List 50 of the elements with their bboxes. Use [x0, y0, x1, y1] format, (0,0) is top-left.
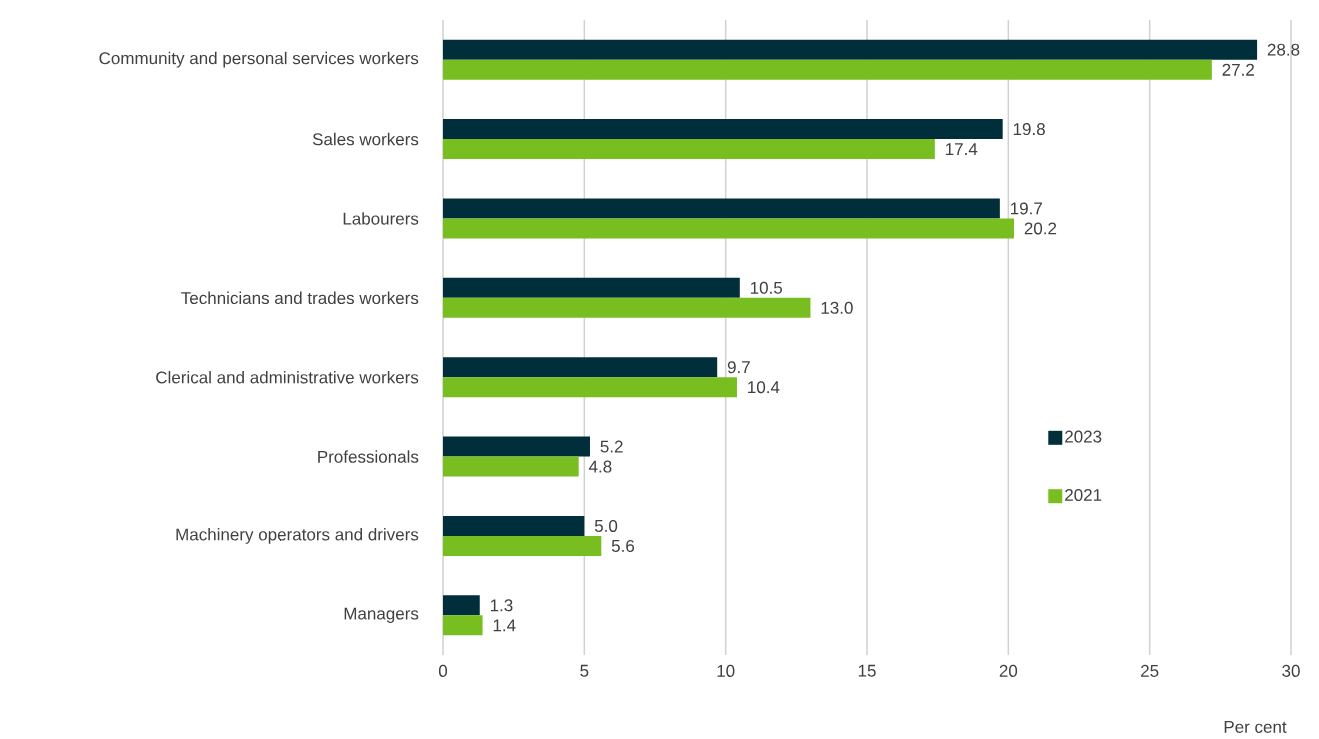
x-tick-label: 5 — [580, 665, 589, 677]
bar — [443, 377, 737, 398]
bar — [443, 615, 483, 636]
data-label: 13.0 — [821, 302, 853, 315]
x-tick-label: 20 — [999, 665, 1018, 678]
bar — [443, 218, 1014, 239]
y-tick-label: Managers — [344, 607, 419, 624]
bar — [443, 119, 1003, 140]
data-label: 20.2 — [1024, 222, 1057, 235]
data-label: 5.6 — [611, 540, 635, 553]
y-tick-label: Machinery operators and drivers — [176, 528, 419, 545]
data-label: 28.8 — [1267, 43, 1300, 56]
x-axis-title: Per cent — [1224, 721, 1287, 734]
data-label: 19.7 — [1011, 202, 1042, 215]
legend-label: 2021 — [1065, 489, 1102, 502]
bar — [443, 39, 1258, 60]
data-label: 5.0 — [594, 520, 618, 533]
bar — [443, 357, 718, 378]
x-tick-label: 10 — [717, 665, 735, 678]
y-tick-label: Labourers — [343, 212, 419, 225]
data-label: 19.8 — [1013, 123, 1045, 136]
data-label: 4.8 — [588, 460, 612, 473]
bar — [443, 516, 585, 537]
data-label: 1.3 — [490, 599, 513, 612]
data-label: 10.5 — [750, 282, 783, 295]
x-tick-label: 0 — [438, 665, 448, 678]
y-tick-label: Technicians and trades workers — [181, 291, 419, 305]
x-tick-label: 30 — [1282, 665, 1300, 678]
bar — [443, 59, 1212, 80]
data-label: 10.4 — [748, 381, 780, 394]
data-label: 17.4 — [946, 143, 978, 156]
x-tick-label: 25 — [1141, 665, 1159, 678]
bar — [443, 595, 480, 616]
bar — [443, 198, 1000, 219]
data-label: 27.2 — [1222, 63, 1254, 76]
y-tick-label: Professionals — [318, 450, 419, 464]
bar — [443, 298, 811, 319]
x-tick-label: 15 — [858, 665, 876, 677]
bar — [443, 536, 602, 557]
bar — [443, 278, 740, 299]
y-tick-label: Clerical and administrative workers — [156, 371, 419, 384]
bar — [443, 139, 935, 160]
data-label: 1.4 — [493, 619, 516, 632]
data-label: 9.7 — [727, 361, 750, 374]
bar — [443, 456, 579, 477]
data-label: 5.2 — [600, 440, 623, 453]
y-tick-label: Sales workers — [312, 133, 419, 146]
bar — [443, 436, 590, 457]
y-tick-label: Community and personal services workers — [99, 51, 419, 68]
legend-label: 2023 — [1065, 430, 1102, 443]
